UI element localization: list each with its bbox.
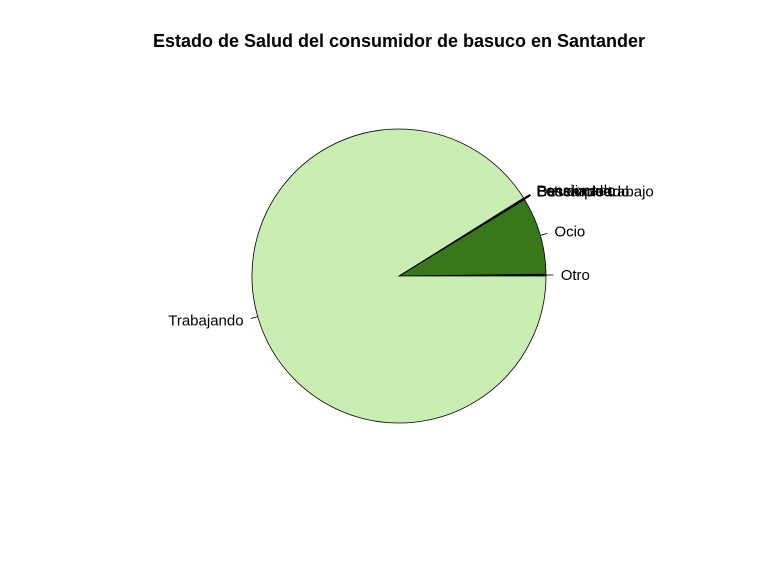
pie-label-pensionado: Pensionado [536, 182, 615, 199]
pie-labels: Otro Ocio Buscando trabajoDesempleadoEstud… [168, 182, 654, 329]
pie-label-ocio: Ocio [554, 223, 585, 240]
pie-label-tick-trabajando [250, 316, 258, 319]
pie-label-tick-buscando-trabajo [524, 195, 531, 200]
pie-label-tick-desempleado [524, 194, 531, 200]
pie-label-estudiando: Estudiando [536, 183, 611, 200]
pie-slice-trabajando [251, 128, 547, 424]
pie-label-otro: Otro [561, 267, 590, 284]
pie-label-trabajando: Trabajando [168, 313, 243, 330]
pie-slices [251, 128, 547, 424]
pie-label-tick-pensionado [523, 193, 531, 199]
chart-title: Estado de Salud del consumidor de basuco… [153, 31, 645, 51]
pie-label-desempleado: Desempleado [537, 183, 630, 200]
pie-label-buscando-trabajo: Buscando trabajo [537, 184, 654, 201]
pie-label-tick-ocio [540, 233, 548, 236]
pie-label-tick-estudiando [523, 194, 531, 199]
